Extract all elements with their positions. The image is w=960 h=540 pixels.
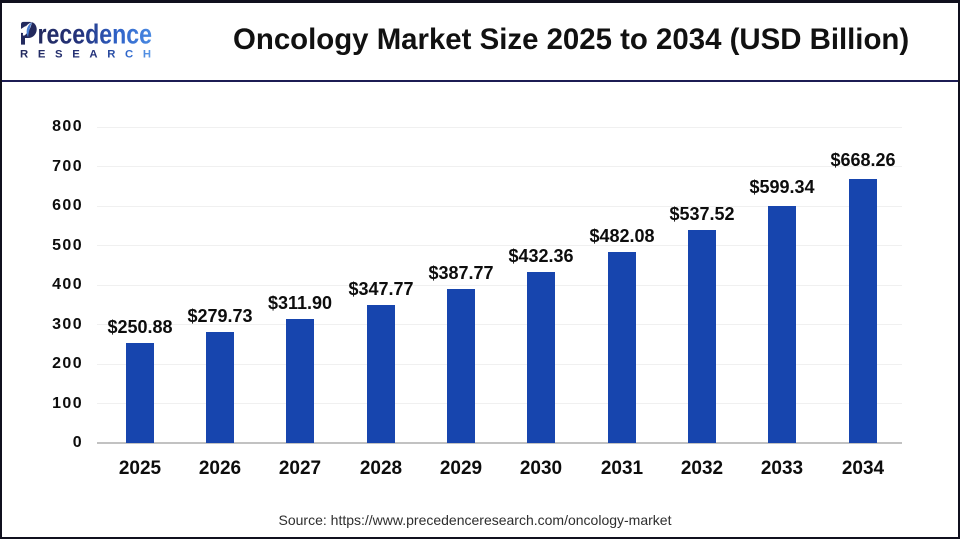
svg-text:recedence: recedence [38, 19, 153, 50]
svg-text:RESEARCH: RESEARCH [20, 49, 151, 61]
